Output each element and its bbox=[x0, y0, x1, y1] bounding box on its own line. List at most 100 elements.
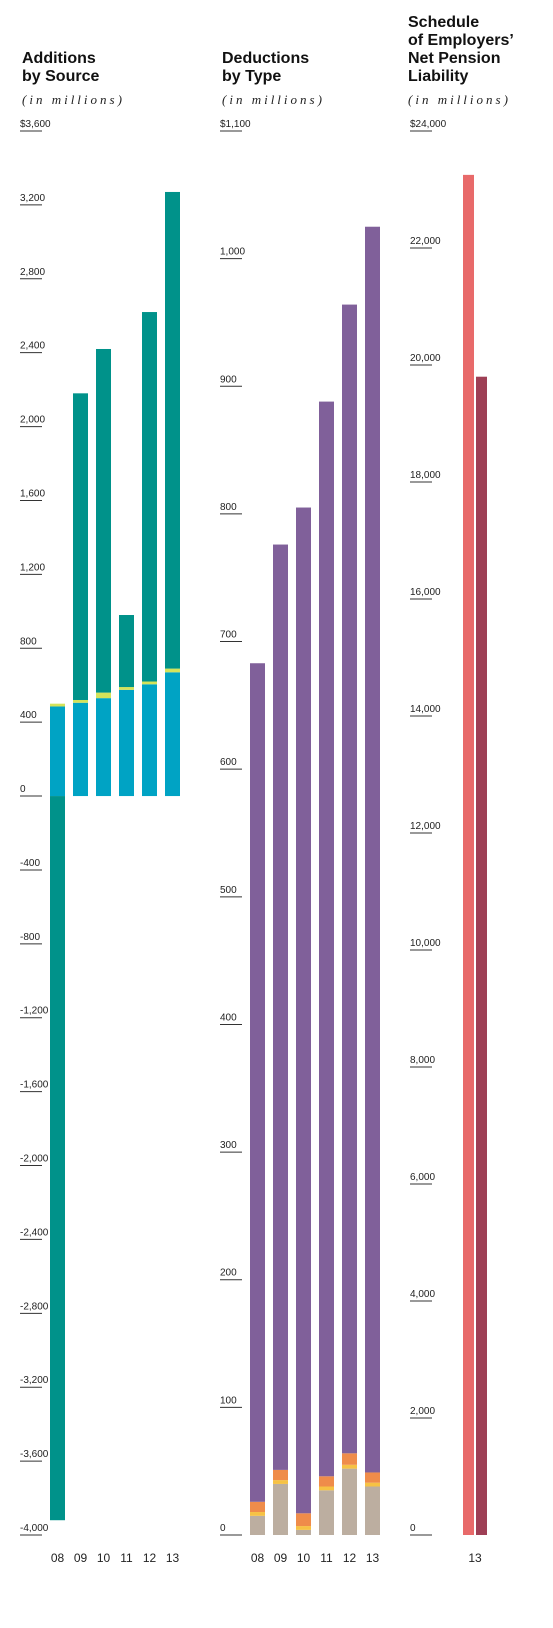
y-tick-label: -800 bbox=[20, 932, 40, 943]
bar bbox=[476, 376, 487, 1536]
y-tick-label: -3,600 bbox=[20, 1449, 49, 1460]
chart-title: Schedule of Employers’ Net Pension Liabi… bbox=[408, 14, 514, 85]
chart-subtitle: (in millions) bbox=[222, 92, 325, 107]
y-tick-label: -2,400 bbox=[20, 1227, 49, 1238]
bar bbox=[142, 312, 157, 682]
x-tick-label: 13 bbox=[468, 1551, 482, 1565]
bar bbox=[50, 796, 65, 1521]
bar bbox=[50, 703, 65, 707]
bar bbox=[273, 1483, 288, 1535]
y-tick-label: -2,800 bbox=[20, 1301, 49, 1312]
y-tick-label: 4,000 bbox=[410, 1289, 435, 1300]
x-tick-label: 11 bbox=[320, 1551, 333, 1565]
bar bbox=[73, 699, 88, 703]
bar bbox=[273, 1480, 288, 1484]
y-tick-label: 1,600 bbox=[20, 488, 45, 499]
x-tick-label: 12 bbox=[143, 1551, 157, 1565]
x-tick-label: 09 bbox=[274, 1551, 288, 1565]
bar bbox=[342, 1453, 357, 1465]
chart-title: Additions by Source bbox=[22, 50, 100, 85]
y-tick-label: 300 bbox=[220, 1140, 237, 1151]
y-tick-label: 2,000 bbox=[410, 1406, 435, 1417]
y-tick-label: 14,000 bbox=[410, 704, 441, 715]
y-tick-label: -400 bbox=[20, 858, 40, 869]
y-tick-label: 800 bbox=[220, 502, 237, 513]
x-tick-label: 10 bbox=[97, 1551, 111, 1565]
y-tick-label: 2,400 bbox=[20, 341, 45, 352]
x-tick-label: 13 bbox=[166, 1551, 180, 1565]
bar bbox=[365, 1486, 380, 1535]
y-tick-label: -2,000 bbox=[20, 1154, 49, 1165]
bar bbox=[96, 692, 111, 699]
y-tick-label: $3,600 bbox=[20, 119, 51, 130]
bar bbox=[142, 681, 157, 685]
y-tick-label: 800 bbox=[20, 636, 37, 647]
x-tick-label: 12 bbox=[343, 1551, 357, 1565]
y-tick-label: 900 bbox=[220, 374, 237, 385]
bar bbox=[250, 1501, 265, 1513]
y-tick-label: -4,000 bbox=[20, 1523, 49, 1534]
bar bbox=[296, 1526, 311, 1530]
bar bbox=[319, 1490, 334, 1535]
bar bbox=[96, 348, 111, 693]
bar bbox=[119, 689, 134, 797]
bar bbox=[342, 1464, 357, 1469]
bar bbox=[342, 304, 357, 1454]
bar bbox=[250, 663, 265, 1502]
y-tick-label: 6,000 bbox=[410, 1172, 435, 1183]
bar bbox=[119, 687, 134, 690]
y-tick-label: -1,600 bbox=[20, 1080, 49, 1091]
y-tick-label: 18,000 bbox=[410, 470, 441, 481]
x-tick-label: 09 bbox=[74, 1551, 88, 1565]
y-tick-label: 22,000 bbox=[410, 236, 441, 247]
bar bbox=[119, 615, 134, 688]
y-tick-label: 700 bbox=[220, 630, 237, 641]
y-tick-label: 400 bbox=[220, 1012, 237, 1023]
bar bbox=[273, 544, 288, 1470]
x-tick-label: 08 bbox=[251, 1551, 265, 1565]
x-tick-label: 10 bbox=[297, 1551, 311, 1565]
bar bbox=[250, 1515, 265, 1535]
bar bbox=[319, 1476, 334, 1487]
y-tick-label: 600 bbox=[220, 757, 237, 768]
y-tick-label: 0 bbox=[410, 1523, 416, 1534]
y-tick-label: -1,200 bbox=[20, 1006, 49, 1017]
y-tick-label: $1,100 bbox=[220, 119, 251, 130]
y-tick-label: 20,000 bbox=[410, 353, 441, 364]
y-tick-label: 2,000 bbox=[20, 415, 45, 426]
bar bbox=[319, 1486, 334, 1491]
bar bbox=[342, 1468, 357, 1535]
bar bbox=[296, 1513, 311, 1527]
y-tick-label: 500 bbox=[220, 885, 237, 896]
bar bbox=[250, 1512, 265, 1516]
y-tick-label: 10,000 bbox=[410, 938, 441, 949]
bar bbox=[165, 672, 180, 797]
bar bbox=[365, 226, 380, 1473]
bar bbox=[73, 702, 88, 797]
bar bbox=[296, 1529, 311, 1535]
y-tick-label: 3,200 bbox=[20, 193, 45, 204]
y-tick-label: 1,200 bbox=[20, 562, 45, 573]
chart-subtitle: (in millions) bbox=[22, 92, 125, 107]
y-tick-label: 400 bbox=[20, 710, 37, 721]
y-tick-label: 12,000 bbox=[410, 821, 441, 832]
bar bbox=[96, 698, 111, 797]
bar bbox=[365, 1472, 380, 1483]
bar bbox=[165, 668, 180, 673]
y-tick-label: 2,800 bbox=[20, 267, 45, 278]
bar bbox=[142, 684, 157, 797]
bar bbox=[73, 393, 88, 700]
bar bbox=[165, 191, 180, 669]
y-tick-label: 1,000 bbox=[220, 247, 245, 258]
x-tick-label: 11 bbox=[120, 1551, 133, 1565]
x-tick-label: 08 bbox=[51, 1551, 65, 1565]
bar bbox=[296, 507, 311, 1514]
bar bbox=[463, 174, 474, 1535]
bar bbox=[50, 706, 65, 797]
y-tick-label: 8,000 bbox=[410, 1055, 435, 1066]
bar bbox=[273, 1469, 288, 1481]
x-tick-label: 13 bbox=[366, 1551, 380, 1565]
y-tick-label: 100 bbox=[220, 1395, 237, 1406]
